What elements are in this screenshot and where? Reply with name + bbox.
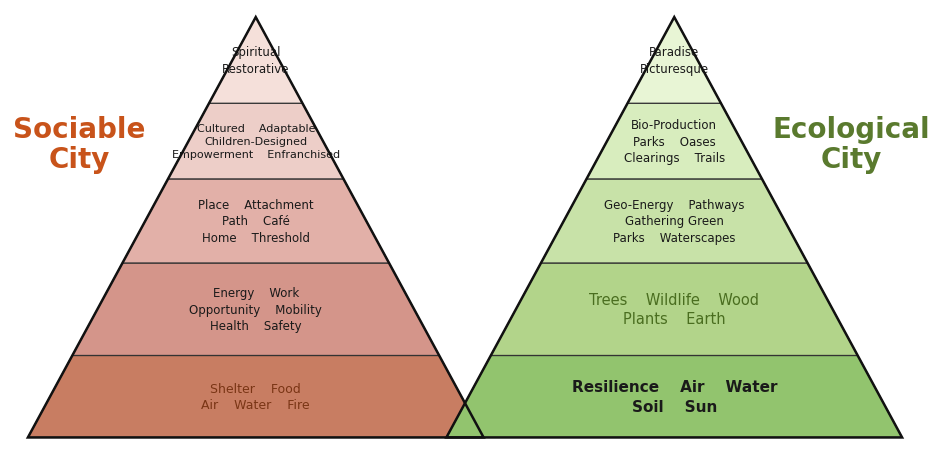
Text: Energy    Work
Opportunity    Mobility
Health    Safety: Energy Work Opportunity Mobility Health … (190, 286, 322, 332)
Polygon shape (491, 263, 857, 356)
Text: Sociable
City: Sociable City (13, 115, 145, 173)
Polygon shape (446, 356, 902, 437)
Text: Bio-Production
Parks    Oases
Clearings    Trails: Bio-Production Parks Oases Clearings Tra… (624, 119, 724, 165)
Text: Place    Attachment
Path    Café
Home    Threshold: Place Attachment Path Café Home Threshol… (198, 198, 313, 244)
Text: Trees    Wildlife    Wood
Plants    Earth: Trees Wildlife Wood Plants Earth (590, 293, 759, 327)
Polygon shape (168, 104, 343, 179)
Polygon shape (73, 263, 439, 356)
Text: Shelter    Food
Air    Water    Fire: Shelter Food Air Water Fire (202, 382, 310, 411)
Text: Ecological
City: Ecological City (772, 115, 930, 173)
Text: Geo-Energy    Pathways
Gathering Green
Parks    Waterscapes: Geo-Energy Pathways Gathering Green Park… (604, 198, 745, 244)
Polygon shape (541, 179, 807, 263)
Text: Paradise
Picturesque: Paradise Picturesque (640, 46, 709, 76)
Text: Spiritual
Restorative: Spiritual Restorative (222, 46, 289, 76)
Polygon shape (628, 18, 721, 104)
Polygon shape (587, 104, 762, 179)
Polygon shape (123, 179, 389, 263)
Text: Cultured    Adaptable
Children-Designed
Empowerment    Enfranchised: Cultured Adaptable Children-Designed Emp… (172, 124, 339, 160)
Polygon shape (28, 356, 484, 437)
Text: Resilience    Air    Water
Soil    Sun: Resilience Air Water Soil Sun (572, 379, 777, 414)
Polygon shape (209, 18, 302, 104)
